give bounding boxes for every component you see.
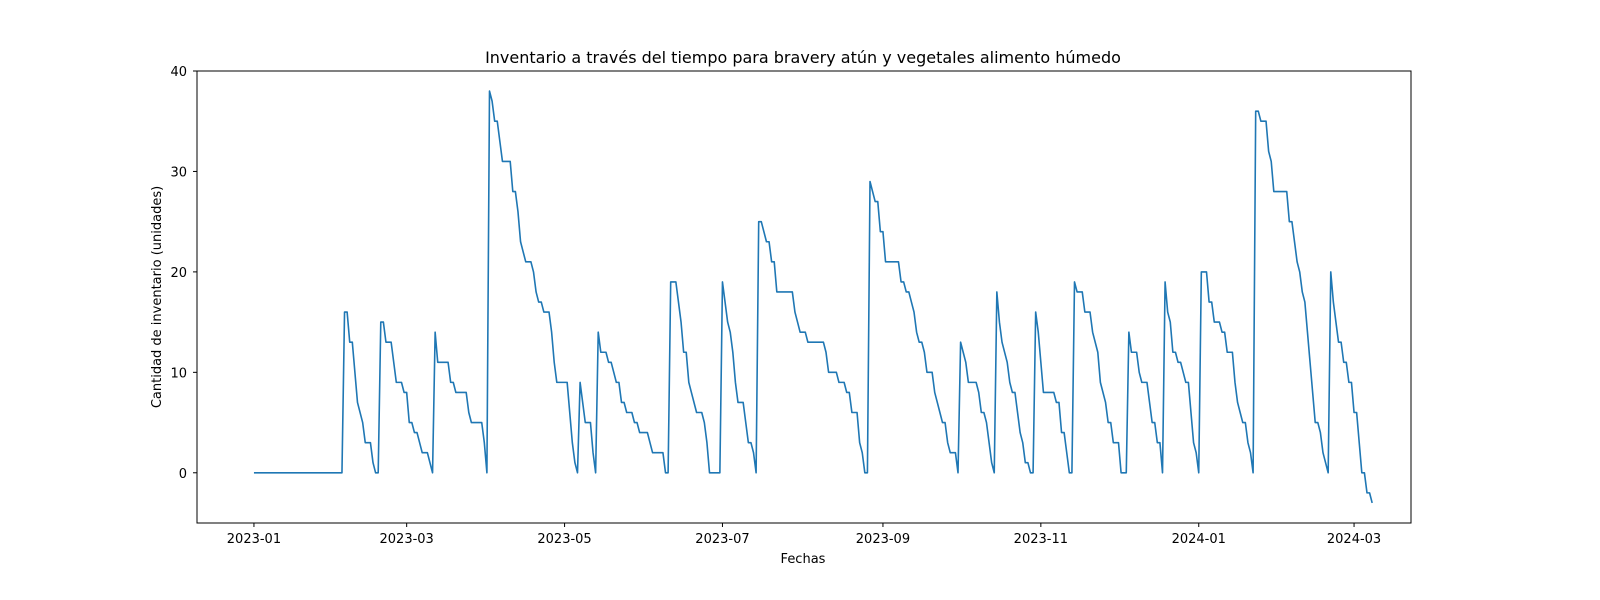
x-tick-label: 2023-09: [856, 532, 910, 547]
plot-area: [196, 70, 1412, 524]
x-tick-label: 2023-07: [695, 532, 749, 547]
x-tick-label: 2024-03: [1327, 532, 1381, 547]
y-tick-label: 20: [170, 266, 187, 281]
y-tick-label: 0: [179, 467, 187, 482]
y-tick-label: 30: [170, 165, 187, 180]
chart-title: Inventario a través del tiempo para brav…: [485, 48, 1121, 67]
x-axis: 2023-01 2023-03 2023-05 2023-07 2023-09 2023-…: [227, 523, 1381, 547]
x-tick-label: 2023-11: [1014, 532, 1068, 547]
y-tick-label: 40: [170, 65, 187, 80]
x-axis-label: Fechas: [781, 552, 826, 567]
y-axis-label: Cantidad de inventario (unidades): [150, 186, 165, 408]
x-tick-label: 2023-05: [537, 532, 591, 547]
x-tick-label: 2024-01: [1172, 532, 1226, 547]
x-tick-label: 2023-01: [227, 532, 281, 547]
y-axis: 0 10 20 30 40: [170, 65, 197, 482]
x-tick-label: 2023-03: [380, 532, 434, 547]
inventory-series-line: [253, 90, 1373, 504]
plot-frame: [196, 70, 1412, 524]
y-tick-label: 10: [170, 366, 187, 381]
